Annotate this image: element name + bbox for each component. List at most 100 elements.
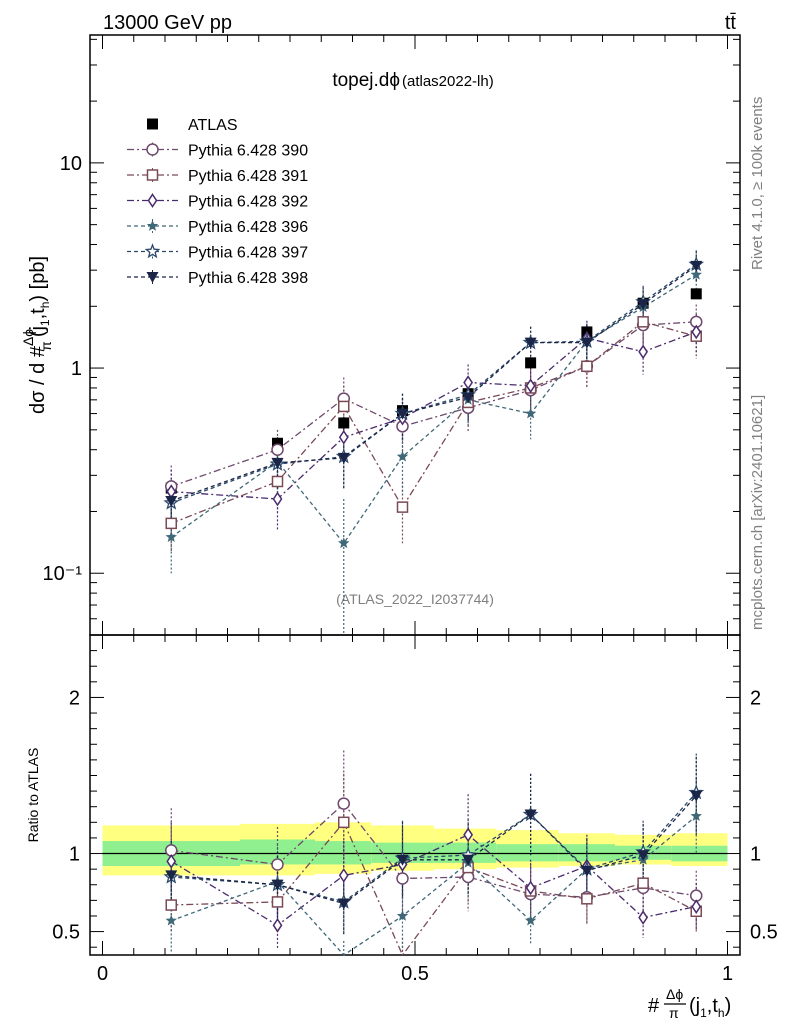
y-tick-label-main: 1 (71, 358, 82, 380)
y-tick-label-main: 10⁻¹ (43, 563, 83, 585)
series-3-ratio-point (691, 899, 702, 914)
mcplots-label: mcplots.cern.ch [arXiv:2401.10621] (749, 395, 766, 630)
series-3-main-point (638, 344, 649, 360)
y-tick-label-ratio: 2 (69, 687, 80, 709)
x-tick-label: 0.5 (401, 963, 429, 985)
y-axis-label-ratio: Ratio to ATLAS (25, 748, 41, 843)
y-tick-label-main: 10 (60, 153, 82, 175)
series-6-ratio-line (171, 795, 697, 905)
series-6-main-point (524, 337, 537, 349)
x-axis-label: # Δϕ π (j1,th) (648, 986, 731, 1021)
series-6-main-point (396, 408, 409, 420)
series-6-ratio-point (637, 850, 650, 862)
chart-title: topej.dϕ (332, 70, 400, 91)
legend-entry-label: Pythia 6.428 391 (188, 168, 308, 185)
series-6-main-point (580, 337, 593, 349)
rivet-label: Rivet 4.1.0, ≥ 100k events (749, 97, 766, 270)
series-6-main-point (690, 260, 703, 272)
series-4-main-point (690, 268, 702, 280)
legend-entry-label: Pythia 6.428 398 (188, 270, 308, 287)
x-tick-label: 0 (97, 963, 108, 985)
series-3-ratio-point (638, 910, 649, 925)
series-6-main-line (171, 265, 697, 502)
series-5-main-line (171, 263, 697, 504)
ratio-band-green (315, 841, 372, 865)
atlas-data-point (272, 437, 283, 449)
series-6-ratio-point (396, 854, 409, 866)
series-3-ratio-point (166, 853, 177, 869)
energy-label: 13000 GeV pp (103, 12, 232, 34)
series-1-main-line (171, 321, 697, 488)
series-1-ratio-point (271, 858, 284, 871)
legend-marker (146, 272, 159, 283)
series-6-ratio-point (165, 870, 178, 882)
series-3-ratio-point (463, 827, 474, 843)
svg-text:π: π (669, 1005, 679, 1021)
series-2-ratio-point (165, 899, 177, 911)
series-1-ratio-point (396, 872, 409, 885)
series-1-main-point (271, 443, 284, 456)
series-6-ratio-point (271, 879, 284, 891)
series-4-main-point (338, 537, 350, 549)
series-3-ratio-point (338, 868, 349, 883)
series-4-main-point (524, 407, 537, 419)
series-6-ratio-point (524, 809, 537, 821)
ratio-band-green (496, 844, 559, 862)
series-3-main-line (171, 331, 697, 500)
legend-marker (147, 118, 158, 130)
series-6-ratio-point (690, 790, 703, 802)
svg-text:(j1,th): (j1,th) (689, 995, 731, 1020)
legend-marker (147, 193, 158, 208)
legend-entry-label: Pythia 6.428 390 (188, 143, 308, 160)
legend-entry-label: Pythia 6.428 397 (188, 245, 308, 262)
series-3-ratio-point (525, 880, 536, 896)
process-label: tt̄ (725, 12, 737, 34)
svg-text:dσ / d #Δϕπ(j1,th) [pb]: dσ / d #Δϕ π(j1,th) [pb] (20, 256, 54, 414)
series-3-main-point (691, 324, 702, 340)
series-6-ratio-point (337, 898, 350, 910)
series-3-main-point (272, 491, 283, 507)
series-2-main-point (396, 501, 409, 513)
series-2-main-point (271, 475, 284, 488)
svg-text:#: # (648, 995, 660, 1017)
series-1-ratio-point (337, 797, 350, 810)
series-4-main-line (170, 274, 697, 545)
series-4-main-point (396, 450, 409, 462)
legend-marker (146, 169, 159, 181)
series-3-ratio-line (170, 834, 697, 927)
legend-marker (144, 243, 161, 259)
series-2-main-point (637, 316, 649, 328)
atlas-data-point (690, 288, 702, 300)
series-2-ratio-line (171, 821, 697, 957)
chart-subtitle: (atlas2022-lh) (402, 73, 494, 90)
series-6-main-point (165, 495, 178, 507)
svg-text:Δϕ: Δϕ (666, 986, 683, 1002)
y-tick-label-ratio: 0.5 (52, 922, 80, 944)
series-6-ratio-point (462, 854, 475, 866)
series-2-ratio-point (338, 816, 350, 829)
series-3-main-point (525, 378, 536, 394)
analysis-watermark: (ATLAS_2022_I2037744) (336, 591, 494, 607)
series-6-main-point (462, 392, 475, 404)
legend-entry-label: Pythia 6.428 396 (188, 219, 308, 236)
series-6-main-point (637, 299, 650, 311)
y-tick-label-ratio-right: 1 (750, 844, 761, 866)
series-2-main-line (171, 321, 697, 525)
series-4-main-point (165, 531, 177, 542)
series-6-ratio-point (580, 865, 593, 877)
atlas-data-point (525, 357, 537, 369)
series-6-main-point (271, 457, 284, 469)
series-2-main-point (338, 400, 350, 413)
series-4-ratio-point (396, 910, 409, 921)
series-4-ratio-point (524, 914, 537, 926)
legend-marker (146, 143, 159, 156)
y-tick-label-ratio-right: 0.5 (750, 922, 778, 944)
series-3-ratio-point (272, 917, 283, 933)
series-2-main-point (165, 517, 177, 530)
legend-marker (146, 220, 159, 231)
y-axis-label-main: dσ / d #Δϕ π(j1,th) [pb] (20, 256, 54, 414)
series-3-main-point (338, 429, 349, 445)
series-2-ratio-point (581, 893, 593, 905)
